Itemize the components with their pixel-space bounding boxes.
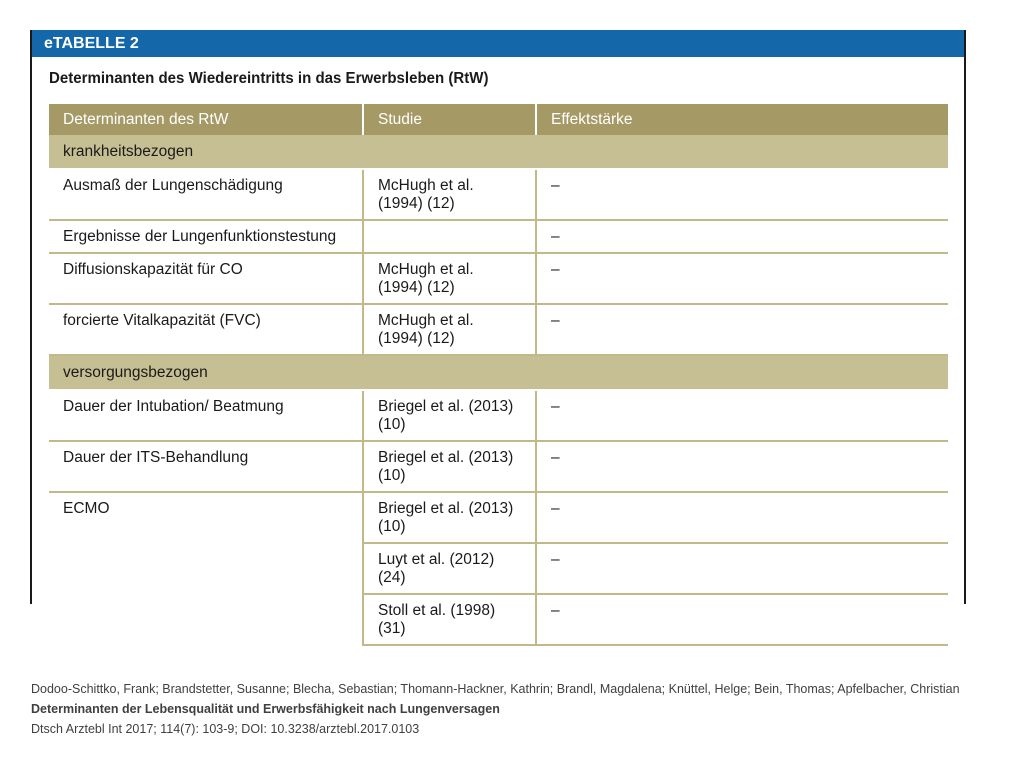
table-row: Ausmaß der Lungenschädigung McHugh et al… <box>49 169 948 221</box>
table-row: Luyt et al. (2012) (24) – <box>49 543 948 595</box>
table-row: forcierte Vitalkapazität (FVC) McHugh et… <box>49 304 948 356</box>
effect-cell: – <box>536 390 948 442</box>
study-cell: Briegel et al. (2013) (10) <box>363 441 537 493</box>
column-header-studie: Studie <box>363 104 537 135</box>
section-row-versorgungsbezogen: versorgungsbezogen <box>49 355 948 391</box>
table-label-bar: eTABELLE 2 <box>32 30 964 57</box>
effect-cell: – <box>536 441 948 493</box>
effect-cell: – <box>536 304 948 356</box>
determinant-cell: ECMO <box>49 492 364 543</box>
determinant-cell <box>49 594 364 645</box>
determinant-cell: Ausmaß der Lungenschädigung <box>49 169 364 221</box>
table-title: Determinanten des Wiedereintritts in das… <box>49 70 489 87</box>
effect-cell: – <box>536 492 948 544</box>
determinants-table: Determinanten des RtW Studie Effektstärk… <box>49 104 948 646</box>
determinant-cell: forcierte Vitalkapazität (FVC) <box>49 304 364 356</box>
citation-title: Determinanten der Lebensqualität und Erw… <box>31 702 500 716</box>
effect-cell: – <box>536 594 948 646</box>
column-header-determinanten: Determinanten des RtW <box>49 104 364 135</box>
table-row: ECMO Briegel et al. (2013) (10) – <box>49 492 948 544</box>
determinant-cell: Ergebnisse der Lungenfunktionstestung <box>49 220 364 254</box>
study-cell: McHugh et al. (1994) (12) <box>363 169 537 221</box>
table-row: Dauer der Intubation/ Beatmung Briegel e… <box>49 390 948 442</box>
study-cell: McHugh et al. (1994) (12) <box>363 253 537 305</box>
table-frame: eTABELLE 2 Determinanten des Wiedereintr… <box>30 30 966 646</box>
column-header-effektstaerke: Effektstärke <box>536 104 948 135</box>
study-cell: McHugh et al. (1994) (12) <box>363 304 537 356</box>
study-cell: Briegel et al. (2013) (10) <box>363 492 537 544</box>
table-row: Dauer der ITS-Behandlung Briegel et al. … <box>49 441 948 493</box>
citation-block: Dodoo-Schittko, Frank; Brandstetter, Sus… <box>31 679 960 739</box>
effect-cell: – <box>536 543 948 595</box>
determinant-cell: Dauer der Intubation/ Beatmung <box>49 390 364 442</box>
section-label: krankheitsbezogen <box>49 135 948 170</box>
study-cell: Briegel et al. (2013) (10) <box>363 390 537 442</box>
table-row: Diffusionskapazität für CO McHugh et al.… <box>49 253 948 305</box>
table-header-row: Determinanten des RtW Studie Effektstärk… <box>49 104 948 135</box>
section-label: versorgungsbezogen <box>49 355 948 391</box>
study-cell: Luyt et al. (2012) (24) <box>363 543 537 595</box>
determinant-cell: Dauer der ITS-Behandlung <box>49 441 364 493</box>
determinant-cell <box>49 543 364 594</box>
effect-cell: – <box>536 253 948 305</box>
citation-source: Dtsch Arztebl Int 2017; 114(7): 103-9; D… <box>31 722 420 736</box>
effect-cell: – <box>536 220 948 254</box>
section-row-krankheitsbezogen: krankheitsbezogen <box>49 135 948 170</box>
study-cell <box>363 220 537 254</box>
citation-authors: Dodoo-Schittko, Frank; Brandstetter, Sus… <box>31 682 960 696</box>
study-cell: Stoll et al. (1998) (31) <box>363 594 537 646</box>
effect-cell: – <box>536 169 948 221</box>
table-row: Stoll et al. (1998) (31) – <box>49 594 948 646</box>
table-row: Ergebnisse der Lungenfunktionstestung – <box>49 220 948 254</box>
determinant-cell: Diffusionskapazität für CO <box>49 253 364 305</box>
